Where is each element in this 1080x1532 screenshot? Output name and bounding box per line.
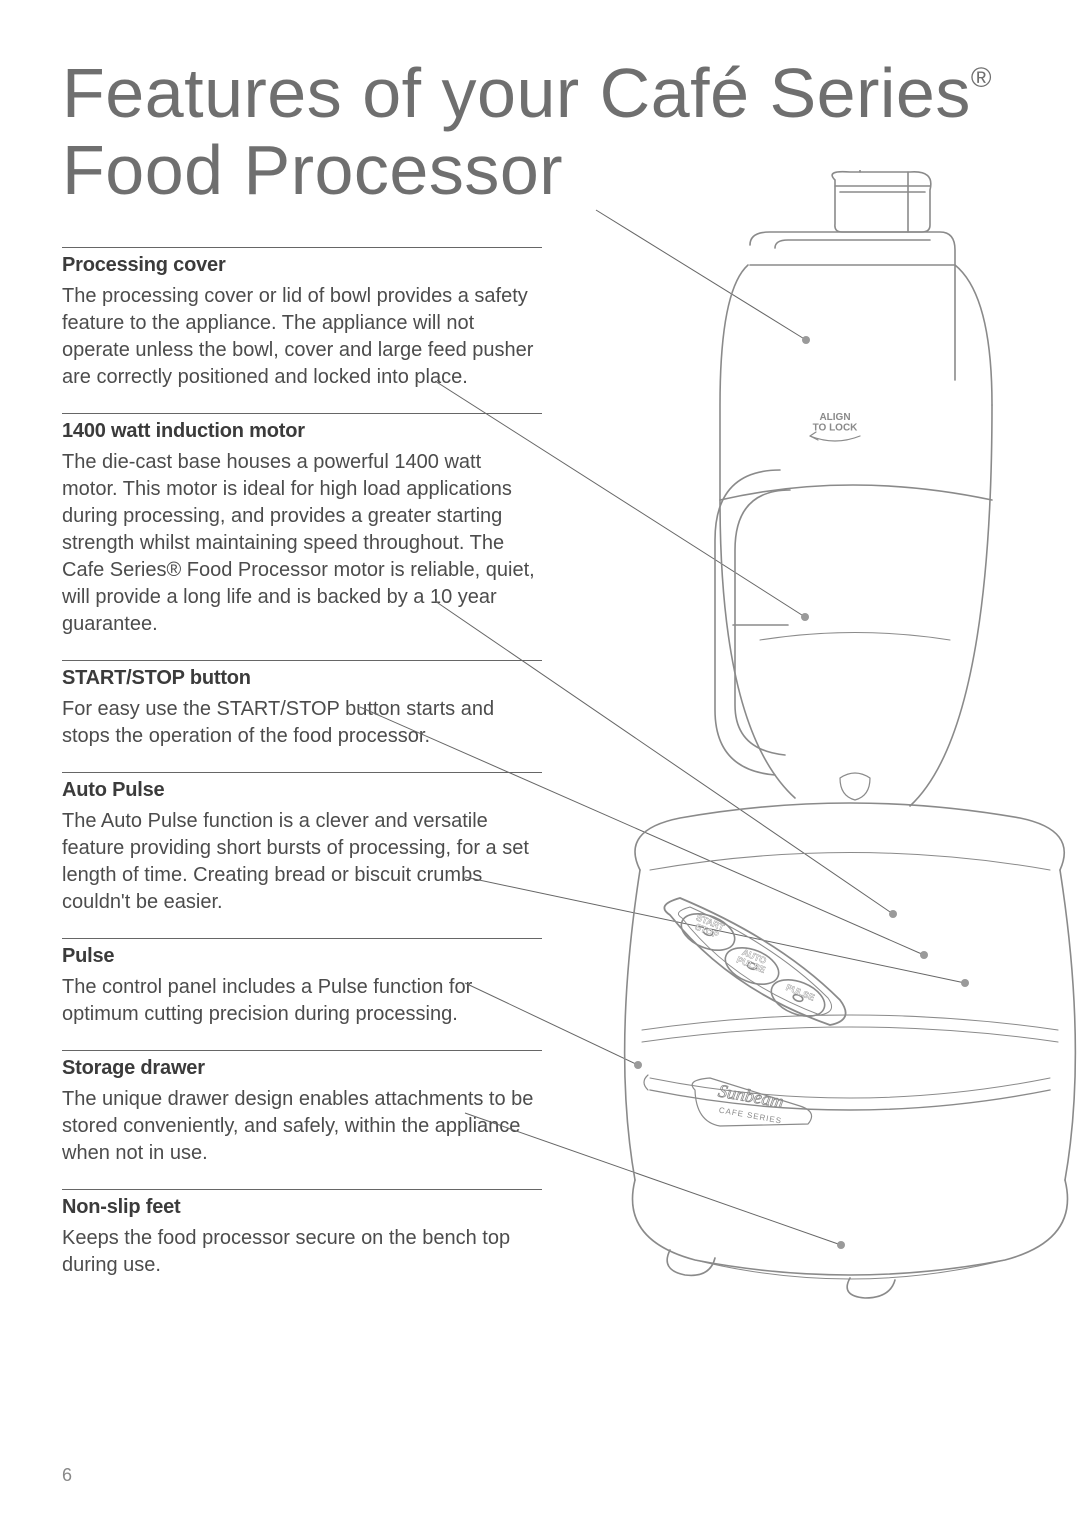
feature-list: Processing cover The processing cover or… xyxy=(62,247,542,1301)
feature-heading: START/STOP button xyxy=(62,667,542,690)
title-line-1: Features of your Café Series xyxy=(62,54,971,132)
feature-body: For easy use the START/STOP button start… xyxy=(62,696,542,750)
feature-heading: Pulse xyxy=(62,945,542,968)
feature-body: The processing cover or lid of bowl prov… xyxy=(62,283,542,391)
feature-pulse: Pulse The control panel includes a Pulse… xyxy=(62,938,542,1050)
registered-mark: ® xyxy=(971,62,992,93)
feature-body: Keeps the food processor secure on the b… xyxy=(62,1225,542,1279)
feature-heading: Storage drawer xyxy=(62,1057,542,1080)
feature-storage-drawer: Storage drawer The unique drawer design … xyxy=(62,1050,542,1189)
feature-non-slip-feet: Non-slip feet Keeps the food processor s… xyxy=(62,1189,542,1301)
feature-heading: Non-slip feet xyxy=(62,1196,542,1219)
feature-heading: Processing cover xyxy=(62,254,542,277)
page: Features of your Café Series® Food Proce… xyxy=(0,0,1080,1532)
feature-heading: 1400 watt induction motor xyxy=(62,420,542,443)
feature-start-stop: START/STOP button For easy use the START… xyxy=(62,660,542,772)
svg-text:PULSE: PULSE xyxy=(784,982,816,1003)
product-illustration: ALIGNTO LOCKSTARTSTOPAUTOPULSEPULSESunbe… xyxy=(600,170,1080,1300)
feature-body: The control panel includes a Pulse funct… xyxy=(62,974,542,1028)
svg-text:AUTOPULSE: AUTOPULSE xyxy=(735,946,770,975)
feature-auto-pulse: Auto Pulse The Auto Pulse function is a … xyxy=(62,772,542,938)
feature-body: The Auto Pulse function is a clever and … xyxy=(62,808,542,916)
page-number: 6 xyxy=(62,1465,72,1486)
feature-motor: 1400 watt induction motor The die-cast b… xyxy=(62,413,542,660)
feature-processing-cover: Processing cover The processing cover or… xyxy=(62,247,542,413)
feature-body: The unique drawer design enables attachm… xyxy=(62,1086,542,1167)
feature-heading: Auto Pulse xyxy=(62,779,542,802)
feature-body: The die-cast base houses a powerful 1400… xyxy=(62,449,542,638)
svg-text:ALIGNTO LOCK: ALIGNTO LOCK xyxy=(813,412,859,434)
